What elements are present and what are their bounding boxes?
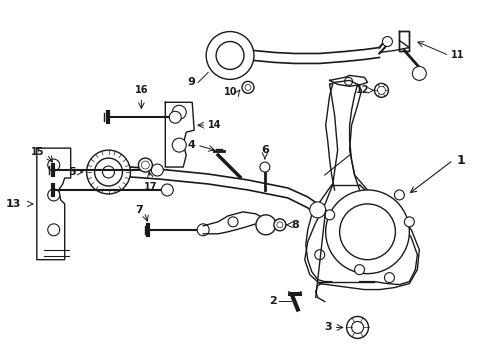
Circle shape: [404, 217, 413, 227]
Text: 4: 4: [187, 140, 195, 150]
Text: 8: 8: [291, 220, 299, 230]
Text: 10: 10: [223, 87, 237, 97]
Circle shape: [242, 81, 253, 93]
Text: 12: 12: [355, 85, 369, 95]
Text: 1: 1: [455, 154, 464, 167]
Text: 13: 13: [5, 199, 21, 209]
Circle shape: [141, 161, 149, 169]
Circle shape: [216, 41, 244, 69]
Circle shape: [260, 162, 269, 172]
Circle shape: [48, 224, 60, 236]
Circle shape: [324, 210, 334, 220]
Text: 5: 5: [68, 167, 76, 177]
Circle shape: [172, 105, 186, 119]
Circle shape: [161, 184, 173, 196]
Text: 15: 15: [31, 147, 45, 157]
Circle shape: [384, 273, 394, 283]
Polygon shape: [165, 102, 194, 167]
Circle shape: [351, 321, 363, 333]
Polygon shape: [253, 48, 379, 63]
Text: 16: 16: [134, 85, 148, 95]
Text: 6: 6: [261, 145, 268, 155]
Text: 9: 9: [187, 77, 195, 87]
Circle shape: [276, 222, 282, 228]
Polygon shape: [37, 148, 71, 260]
Circle shape: [339, 204, 395, 260]
Circle shape: [169, 111, 181, 123]
Circle shape: [138, 158, 152, 172]
Circle shape: [325, 190, 408, 274]
Circle shape: [255, 215, 275, 235]
Text: 2: 2: [268, 296, 276, 306]
Circle shape: [151, 164, 163, 176]
Circle shape: [197, 224, 209, 236]
Circle shape: [377, 86, 385, 94]
Circle shape: [344, 77, 352, 85]
Circle shape: [86, 150, 130, 194]
Text: 11: 11: [450, 50, 464, 60]
Circle shape: [309, 202, 325, 218]
Circle shape: [411, 67, 426, 80]
Circle shape: [273, 219, 285, 231]
Circle shape: [227, 217, 238, 227]
Circle shape: [172, 138, 186, 152]
Circle shape: [346, 316, 368, 338]
Text: 14: 14: [208, 120, 221, 130]
Text: 17: 17: [143, 182, 157, 192]
Circle shape: [48, 189, 60, 201]
Circle shape: [102, 166, 114, 178]
Polygon shape: [304, 80, 419, 289]
Circle shape: [382, 37, 392, 46]
Polygon shape: [329, 75, 367, 86]
Circle shape: [374, 84, 387, 97]
Circle shape: [354, 265, 364, 275]
Circle shape: [244, 84, 250, 90]
Circle shape: [394, 190, 404, 200]
Circle shape: [94, 158, 122, 186]
Polygon shape: [399, 31, 408, 50]
Circle shape: [48, 159, 60, 171]
Circle shape: [314, 250, 324, 260]
Circle shape: [206, 32, 253, 80]
Text: 3: 3: [324, 323, 331, 332]
Text: 7: 7: [135, 205, 143, 215]
